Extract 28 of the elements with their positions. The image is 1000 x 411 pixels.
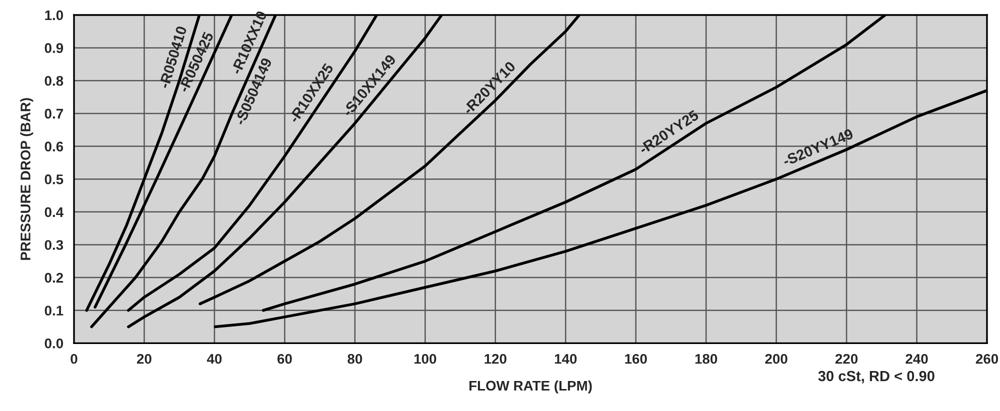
y-tick-label: 0.3	[44, 240, 64, 250]
y-tick-label: 0.1	[44, 306, 64, 316]
x-axis-title: FLOW RATE (LPM)	[469, 380, 592, 394]
x-tick-label: 240	[906, 354, 928, 364]
y-tick-label: 0.7	[44, 108, 63, 119]
x-tick-label: 60	[277, 354, 292, 364]
x-tick-label: 140	[554, 354, 577, 364]
x-tick-label: 0	[70, 354, 78, 364]
text: 30 cSt, RD < 0.90	[818, 370, 934, 384]
y-axis-title: PRESSURE DROP (BAR)	[20, 98, 34, 260]
y-tick-label: 0.4	[44, 207, 64, 218]
y-tick-label: 0.5	[44, 174, 64, 184]
x-tick-label: 260	[976, 354, 998, 364]
x-tick-label: 20	[136, 354, 152, 364]
x-tick-label: 200	[765, 354, 788, 364]
x-tick-label: 160	[625, 354, 647, 364]
y-tick-label: 0.8	[44, 76, 64, 86]
y-tick-label: 0.9	[44, 43, 64, 53]
y-tick-label: 0.6	[44, 142, 64, 152]
x-tick-label: 100	[414, 354, 436, 364]
x-tick-label: 80	[348, 354, 362, 364]
y-tick-label: 0.2	[44, 272, 64, 283]
x-tick-label: 220	[835, 354, 858, 364]
x-tick-label: 180	[695, 354, 718, 364]
y-tick-label: 1.0	[45, 10, 64, 20]
x-tick-label: 120	[484, 354, 506, 364]
x-tick-label: 40	[206, 354, 222, 364]
y-tick-label: 0.0	[44, 338, 64, 348]
